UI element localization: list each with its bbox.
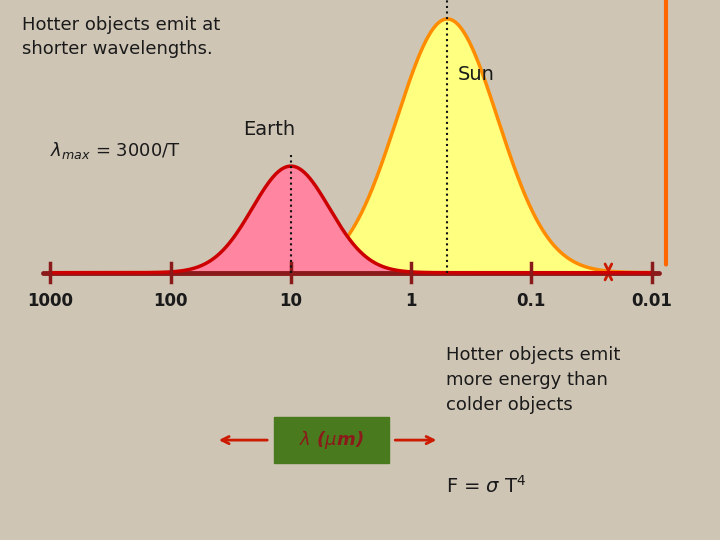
Text: Sun: Sun xyxy=(458,65,495,84)
Text: $\lambda$ ($\mu$m): $\lambda$ ($\mu$m) xyxy=(299,429,364,451)
FancyBboxPatch shape xyxy=(274,417,389,463)
Text: $\lambda_{max}$ = 3000/T: $\lambda_{max}$ = 3000/T xyxy=(50,140,181,161)
Text: 1: 1 xyxy=(405,292,417,309)
Text: 1000: 1000 xyxy=(27,292,73,309)
Text: 0.1: 0.1 xyxy=(517,292,546,309)
Text: 0.01: 0.01 xyxy=(631,292,672,309)
Text: Earth: Earth xyxy=(243,120,295,139)
Text: Hotter objects emit
more energy than
colder objects: Hotter objects emit more energy than col… xyxy=(446,346,621,414)
Text: 100: 100 xyxy=(153,292,188,309)
Text: F = $\sigma$ T$^4$: F = $\sigma$ T$^4$ xyxy=(446,475,527,497)
Text: 10: 10 xyxy=(279,292,302,309)
Text: Hotter objects emit at
shorter wavelengths.: Hotter objects emit at shorter wavelengt… xyxy=(22,16,220,58)
